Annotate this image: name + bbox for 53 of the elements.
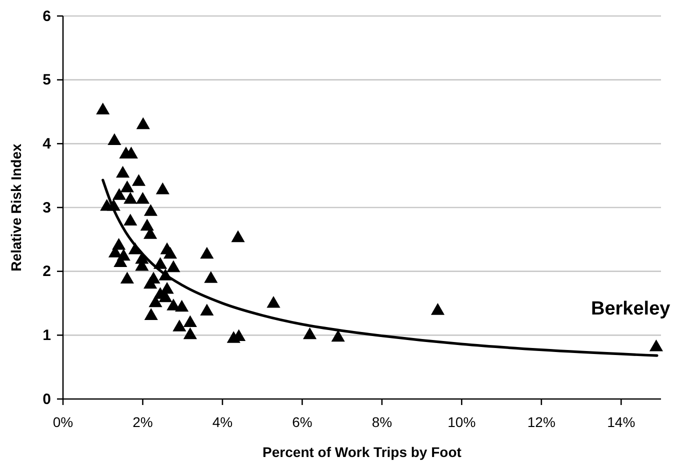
point bbox=[200, 304, 214, 316]
point bbox=[158, 268, 172, 280]
point bbox=[136, 192, 150, 204]
point bbox=[144, 204, 158, 216]
point bbox=[172, 320, 186, 332]
point bbox=[116, 166, 130, 178]
point bbox=[649, 339, 664, 352]
point bbox=[163, 246, 178, 259]
x-tick-label: 10% bbox=[448, 414, 476, 430]
point bbox=[136, 117, 150, 130]
x-tick-label: 0% bbox=[52, 414, 74, 430]
point bbox=[183, 327, 197, 340]
point bbox=[120, 180, 134, 192]
point bbox=[132, 174, 146, 186]
x-tick-label: 12% bbox=[527, 414, 556, 430]
point bbox=[124, 192, 138, 204]
y-tick-label: 0 bbox=[42, 390, 51, 408]
point bbox=[231, 230, 245, 242]
point bbox=[96, 102, 110, 114]
x-tick-label: 8% bbox=[372, 414, 392, 430]
y-tick-label: 4 bbox=[42, 135, 52, 152]
point bbox=[124, 214, 138, 226]
point bbox=[148, 295, 162, 308]
x-tick-label: 2% bbox=[132, 414, 153, 430]
point bbox=[156, 182, 170, 194]
point bbox=[128, 242, 142, 254]
y-tick-label: 1 bbox=[42, 326, 51, 344]
point bbox=[430, 303, 445, 315]
y-tick-label: 5 bbox=[42, 72, 51, 89]
point bbox=[144, 276, 158, 289]
x-tick-label: 4% bbox=[212, 414, 233, 430]
point bbox=[266, 296, 280, 308]
point bbox=[302, 327, 317, 340]
y-tick-label: 6 bbox=[42, 8, 51, 25]
y-axis-title: Relative Risk Index bbox=[8, 143, 24, 272]
annotation: Berkeley bbox=[590, 298, 671, 320]
y-tick-label: 2 bbox=[42, 263, 51, 280]
point bbox=[183, 315, 197, 327]
point bbox=[106, 199, 120, 211]
point bbox=[200, 246, 214, 259]
point bbox=[153, 257, 168, 269]
point bbox=[120, 272, 134, 284]
point bbox=[140, 218, 154, 231]
x-tick-label: 6% bbox=[292, 414, 312, 430]
point bbox=[144, 308, 158, 320]
x-tick-label: 14% bbox=[607, 414, 636, 430]
point bbox=[108, 133, 122, 146]
y-tick-label: 3 bbox=[42, 199, 51, 216]
point bbox=[331, 330, 345, 342]
point bbox=[112, 188, 126, 200]
point bbox=[204, 271, 218, 283]
x-axis-title: Percent of Work Trips by Foot bbox=[262, 444, 462, 460]
point bbox=[166, 260, 180, 272]
